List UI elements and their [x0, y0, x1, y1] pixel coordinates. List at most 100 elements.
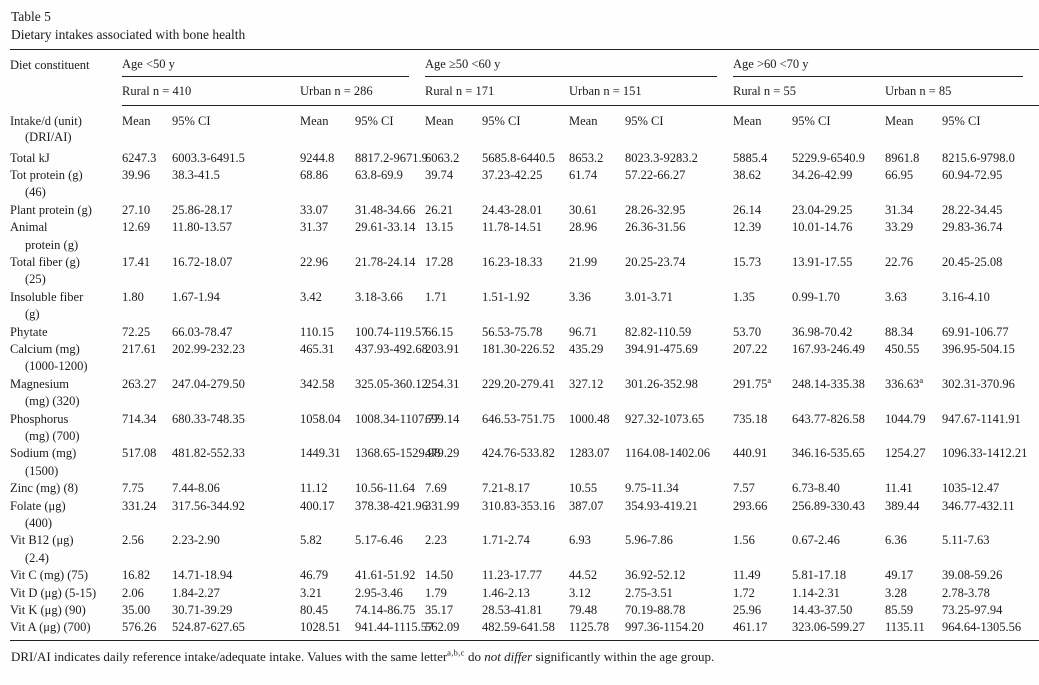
cell-mean: 80.45 — [300, 603, 329, 618]
cell-mean: 562.09 — [425, 619, 482, 641]
cohort-header-rural-410: Rural n = 410 — [122, 77, 300, 106]
row-label: Animal protein (g) — [10, 220, 79, 252]
age-group-header-60-70: Age >60 <70 y — [733, 49, 1039, 77]
cell-mean: 336.63a — [885, 374, 924, 391]
cell-mean: 35.17 — [425, 603, 454, 618]
col-header-mean: Mean — [425, 114, 454, 128]
cell-ci: 1.84-2.27 — [172, 585, 220, 600]
cell-ci: 6003.3-6491.5 — [172, 150, 245, 165]
row-label: Vit K (μg) (90) — [10, 603, 86, 618]
cell-mean: 11.12 — [300, 481, 328, 496]
cell-ci: 5.11-7.63 — [942, 533, 990, 548]
footnote-italic: not differ — [484, 648, 533, 664]
row-label: Phytate — [10, 324, 48, 339]
row-label: Insoluble fiber (g) — [10, 289, 84, 322]
table-footnote: DRI/AI indicates daily reference intake/… — [11, 648, 1029, 665]
cell-ci: 13.91-17.55 — [792, 254, 853, 269]
cell-mean: 400.17 — [300, 498, 335, 513]
cell-mean: 1058.04 — [300, 411, 341, 426]
cell-ci: 5229.9-6540.9 — [792, 150, 865, 165]
col-header-ci: 95% CI — [172, 114, 211, 128]
table-row: Magnesium (mg) (320) 263.27 247.04-279.50 34… — [10, 374, 1039, 411]
cell-ci: 1.71-2.74 — [482, 533, 530, 548]
cell-mean: 3.21 — [300, 585, 322, 600]
cell-mean: 17.41 — [122, 254, 151, 269]
stat-header-row: Intake/d (unit) (DRI/AI) Mean 95% CI Mea… — [10, 106, 1039, 150]
cell-ci: 36.98-70.42 — [792, 324, 853, 339]
row-header-intake-unit: Intake/d (unit) (DRI/AI) — [10, 113, 82, 144]
cell-ci: 20.25-23.74 — [625, 254, 686, 269]
cell-mean: 11.49 — [733, 568, 761, 583]
table-title-block: Table 5 Dietary intakes associated with … — [11, 8, 1029, 44]
cell-mean: 327.12 — [569, 376, 604, 391]
table-row: Tot protein (g) (46) 39.96 38.3-41.5 68.86 63… — [10, 167, 1039, 202]
cell-ci: 2.23-2.90 — [172, 533, 220, 548]
cohort-header-rural-171: Rural n = 171 — [425, 77, 569, 106]
cell-ci: 3.16-4.10 — [942, 289, 990, 304]
cell-ci: 437.93-492.68 — [355, 341, 428, 356]
footnote-text: significantly within the age group. — [532, 648, 715, 664]
row-label: Vit D (μg) (5-15) — [10, 585, 97, 600]
cohort-header-rural-55: Rural n = 55 — [733, 77, 885, 106]
cohort-header-urban-85: Urban n = 85 — [885, 77, 1039, 106]
cell-ci: 302.31-370.96 — [942, 376, 1015, 391]
cell-mean: 8653.2 — [569, 150, 604, 165]
cell-ci: 11.23-17.77 — [482, 568, 542, 583]
col-header-ci: 95% CI — [355, 114, 394, 128]
cell-ci: 256.89-330.43 — [792, 498, 865, 513]
table-row: Phosphorus (mg) (700) 714.34 680.33-748.35 1… — [10, 411, 1039, 446]
cell-mean: 2.56 — [122, 533, 144, 548]
cell-ci: 8215.6-9798.0 — [942, 150, 1015, 165]
corner-header-diet-constituent: Diet constituent — [10, 49, 122, 106]
cell-ci: 1.51-1.92 — [482, 289, 530, 304]
cell-mean: 27.10 — [122, 202, 151, 217]
cell-ci: 396.95-504.15 — [942, 341, 1015, 356]
footnote-text: do — [464, 648, 485, 664]
cell-ci: 38.3-41.5 — [172, 167, 220, 182]
cell-ci: 16.23-18.33 — [482, 254, 543, 269]
row-label: Vit C (mg) (75) — [10, 568, 89, 583]
cell-mean: 3.28 — [885, 585, 907, 600]
cell-ci: 34.26-42.99 — [792, 167, 853, 182]
cell-mean: 33.29 — [885, 220, 914, 235]
cell-ci: 28.53-41.81 — [482, 603, 543, 618]
table-row: Calcium (mg) (1000-1200) 217.61 202.99-232.… — [10, 341, 1039, 376]
cell-mean: 1028.51 — [300, 619, 355, 641]
cell-mean: 8961.8 — [885, 150, 920, 165]
cell-ci: 14.71-18.94 — [172, 568, 233, 583]
cell-ci: 29.83-36.74 — [942, 220, 1003, 235]
cell-ci: 927.32-1073.65 — [625, 411, 705, 426]
table-row: Folate (μg) (400) 331.24 317.56-344.92 400.1… — [10, 498, 1039, 533]
cell-mean: 13.15 — [425, 220, 454, 235]
cell-mean: 735.18 — [733, 411, 768, 426]
cell-ci: 23.04-29.25 — [792, 202, 853, 217]
cell-mean: 39.96 — [122, 167, 151, 182]
row-label: Folate (μg) (400) — [10, 498, 66, 531]
cell-ci: 37.23-42.25 — [482, 167, 543, 182]
table-row: Insoluble fiber (g) 1.80 1.67-1.94 3.42 3.18-… — [10, 289, 1039, 324]
cell-ci: 6.73-8.40 — [792, 481, 840, 496]
col-header-mean: Mean — [122, 114, 151, 128]
age-group-header-50-60: Age ≥50 <60 y — [425, 49, 733, 77]
cell-mean: 53.70 — [733, 324, 762, 339]
row-label: Total fiber (g) (25) — [10, 254, 80, 287]
cell-mean: 22.96 — [300, 254, 329, 269]
cell-mean: 17.28 — [425, 254, 454, 269]
cell-ci: 25.86-28.17 — [172, 202, 233, 217]
age-group-header-row: Diet constituent Age <50 y Age ≥50 <60 y… — [10, 49, 1039, 106]
cell-mean: 1000.48 — [569, 411, 610, 426]
cell-mean: 1125.78 — [569, 619, 625, 641]
cell-ci: 16.72-18.07 — [172, 254, 233, 269]
cell-mean: 10.55 — [569, 481, 598, 496]
cell-ci: 7.44-8.06 — [172, 481, 220, 496]
cell-mean: 6.36 — [885, 533, 907, 548]
cell-mean: 3.12 — [569, 585, 591, 600]
cell-mean: 39.74 — [425, 167, 454, 182]
cell-mean: 465.31 — [300, 341, 335, 356]
cell-mean: 26.21 — [425, 202, 454, 217]
cell-ci: 202.99-232.23 — [172, 341, 245, 356]
cell-ci: 24.43-28.01 — [482, 202, 543, 217]
table-label: Table 5 — [11, 9, 51, 24]
table-row: Animal protein (g) 12.69 11.80-13.57 31.37 29… — [10, 219, 1039, 254]
